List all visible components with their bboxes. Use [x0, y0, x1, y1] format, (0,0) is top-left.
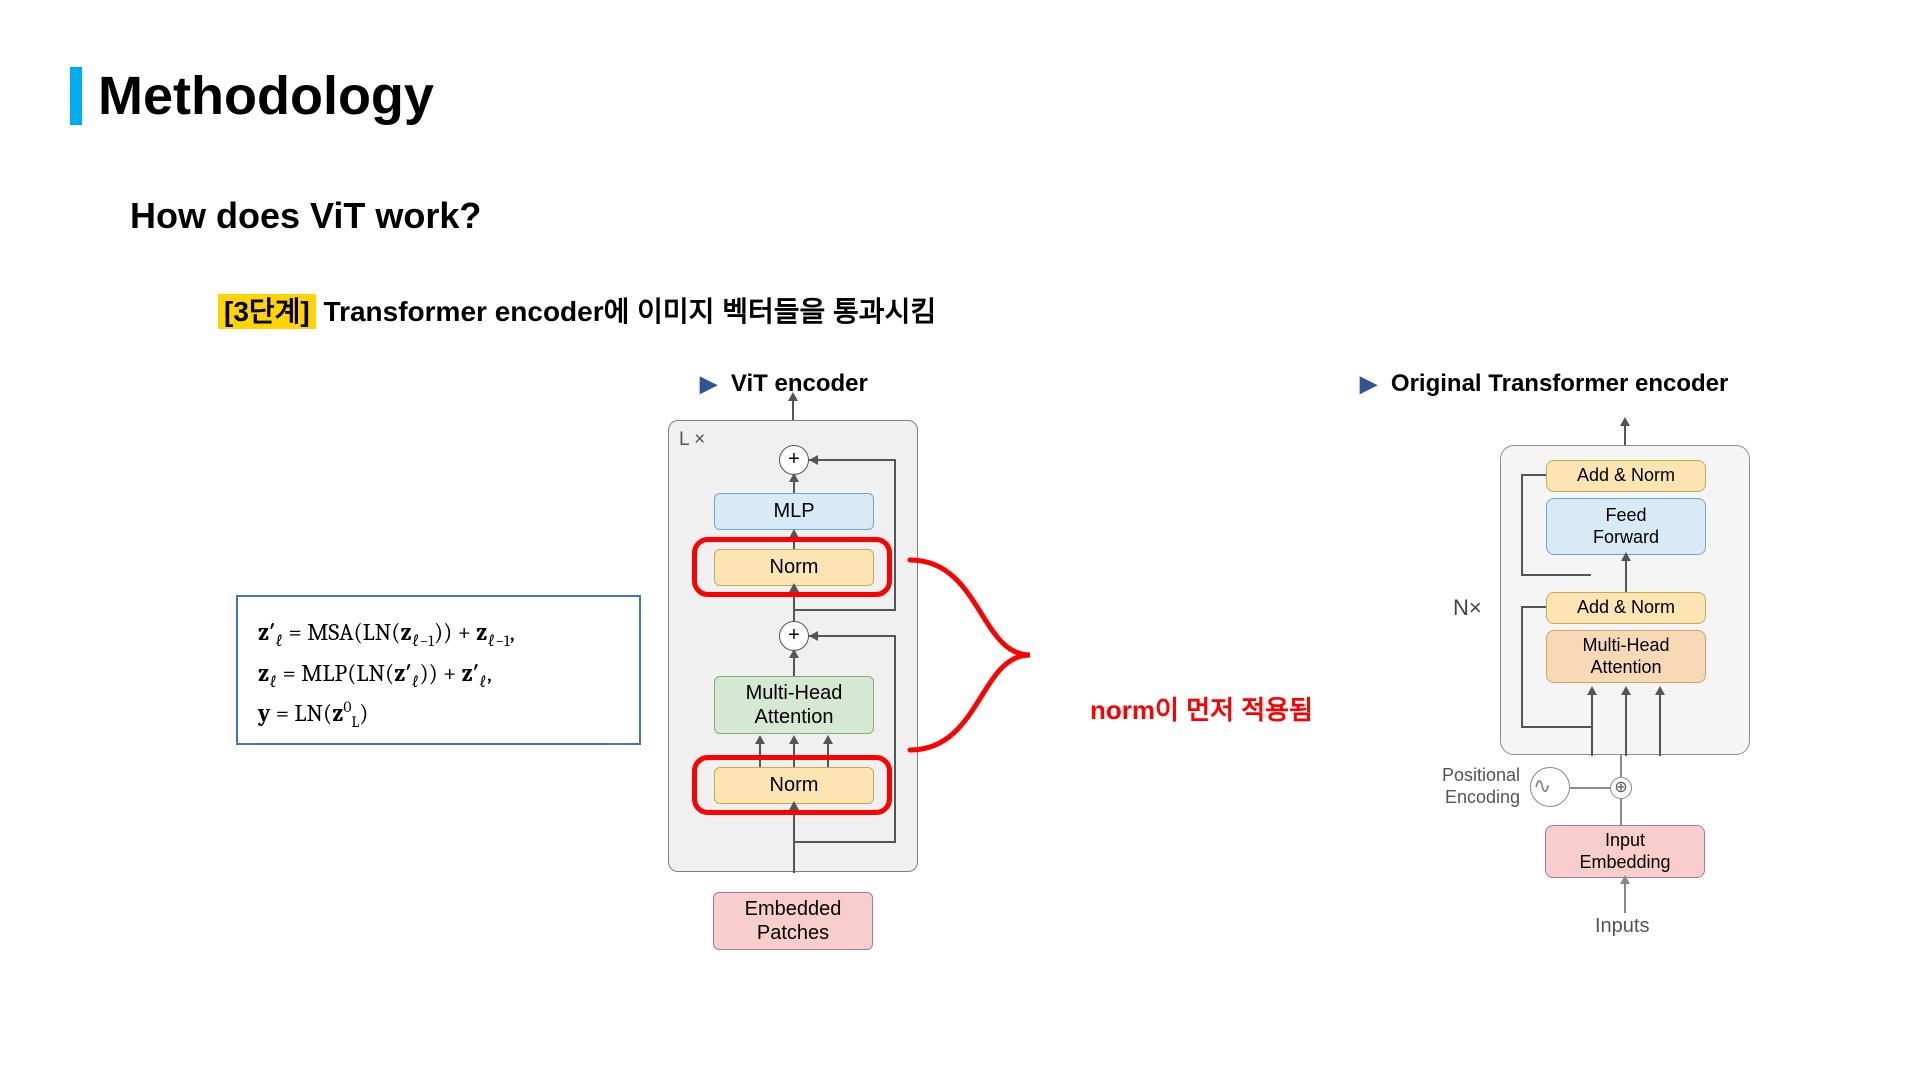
- orig-addnorm-upper: Add & Norm: [1546, 460, 1706, 492]
- orig-inputs-label: Inputs: [1595, 915, 1649, 938]
- orig-input-embedding-block: Input Embedding: [1545, 825, 1705, 878]
- arrowhead-icon: [789, 735, 799, 744]
- residual-line-icon: [1521, 726, 1591, 728]
- orig-repeat-label: N×: [1453, 595, 1482, 621]
- page-title-row: Methodology: [70, 65, 434, 127]
- arrowhead-icon: [1621, 686, 1631, 695]
- page-title: Methodology: [98, 65, 434, 127]
- step-badge: [3단계]: [218, 294, 316, 329]
- vit-input-block: Embedded Patches: [713, 892, 873, 950]
- highlight-box-icon: [692, 537, 892, 597]
- step-text: Transformer encoder에 이미지 벡터들을 통과시킴: [324, 296, 937, 327]
- formula-box: z′ℓ = MSA(LN(zℓ−1)) + zℓ−1, zℓ = MLP(LN(…: [236, 595, 641, 745]
- arrow-icon: [1620, 799, 1622, 825]
- residual-line-icon: [894, 459, 896, 611]
- positional-encoding-label: Positional Encoding: [1410, 765, 1520, 808]
- formula-line-3: y = LN(z0L): [258, 694, 619, 735]
- add-circle-icon: +: [779, 445, 809, 475]
- slide: Methodology How does ViT work? [3단계] Tra…: [0, 0, 1920, 1080]
- arrowhead-icon: [1621, 552, 1631, 561]
- arrowhead-icon: [809, 631, 818, 641]
- positional-add-icon: ⊕: [1610, 777, 1632, 799]
- annotation-text: norm이 먼저 적용됨: [1090, 690, 1313, 727]
- caption-vit: ▶ ViT encoder: [700, 370, 868, 398]
- arrow-icon: [1659, 688, 1661, 756]
- arrowhead-icon: [788, 392, 798, 401]
- arrow-icon: [1591, 688, 1593, 756]
- orig-outer-box: Add & Norm Feed Forward Add & Norm Multi…: [1500, 445, 1750, 755]
- page-subtitle: How does ViT work?: [130, 195, 481, 237]
- vit-encoder-diagram: L × + MLP Norm + Multi-Head Attention No…: [668, 420, 918, 872]
- arrowhead-icon: [823, 735, 833, 744]
- arrowhead-icon: [1620, 417, 1630, 426]
- orig-mha-block: Multi-Head Attention: [1546, 630, 1706, 683]
- formula-line-2: zℓ = MLP(LN(z′ℓ)) + z′ℓ,: [258, 654, 619, 695]
- residual-line-icon: [794, 609, 894, 611]
- residual-line-icon: [1521, 606, 1546, 608]
- caption-orig-label: Original Transformer encoder: [1391, 370, 1728, 398]
- residual-line-icon: [794, 841, 894, 843]
- arrowhead-icon: [755, 735, 765, 744]
- residual-line-icon: [1521, 474, 1523, 576]
- caption-vit-label: ViT encoder: [731, 370, 868, 398]
- add-circle-icon: +: [779, 621, 809, 651]
- vit-outer-box: L × + MLP Norm + Multi-Head Attention No…: [668, 420, 918, 872]
- vit-repeat-label: L ×: [679, 429, 705, 451]
- residual-line-icon: [809, 635, 896, 637]
- residual-line-icon: [1521, 574, 1591, 576]
- formula-line-1: z′ℓ = MSA(LN(zℓ−1)) + zℓ−1,: [258, 613, 619, 654]
- caption-orig: ▶ Original Transformer encoder: [1360, 370, 1728, 398]
- residual-line-icon: [1521, 474, 1546, 476]
- residual-line-icon: [809, 459, 896, 461]
- step-heading: [3단계] Transformer encoder에 이미지 벡터들을 통과시킴: [218, 290, 936, 330]
- triangle-icon: ▶: [700, 371, 717, 397]
- wave-icon: ∿: [1533, 773, 1551, 799]
- orig-feedforward-block: Feed Forward: [1546, 498, 1706, 555]
- arrowhead-icon: [1620, 875, 1630, 884]
- orig-encoder-diagram: N× Add & Norm Feed Forward Add & Norm Mu…: [1445, 445, 1725, 755]
- highlight-box-icon: [692, 755, 892, 815]
- brace-icon: [900, 540, 1080, 790]
- orig-addnorm-lower: Add & Norm: [1546, 592, 1706, 624]
- residual-line-icon: [1521, 606, 1523, 728]
- arrow-icon: [1570, 787, 1610, 789]
- accent-bar-icon: [70, 67, 82, 125]
- arrowhead-icon: [809, 455, 818, 465]
- arrowhead-icon: [789, 473, 799, 482]
- arrow-icon: [1620, 755, 1622, 777]
- arrow-icon: [1625, 688, 1627, 756]
- triangle-icon: ▶: [1360, 371, 1377, 397]
- arrowhead-icon: [1655, 686, 1665, 695]
- arrowhead-icon: [789, 649, 799, 658]
- vit-mlp-block: MLP: [714, 493, 874, 530]
- vit-mha-block: Multi-Head Attention: [714, 676, 874, 734]
- residual-line-icon: [894, 636, 896, 843]
- arrowhead-icon: [1587, 686, 1597, 695]
